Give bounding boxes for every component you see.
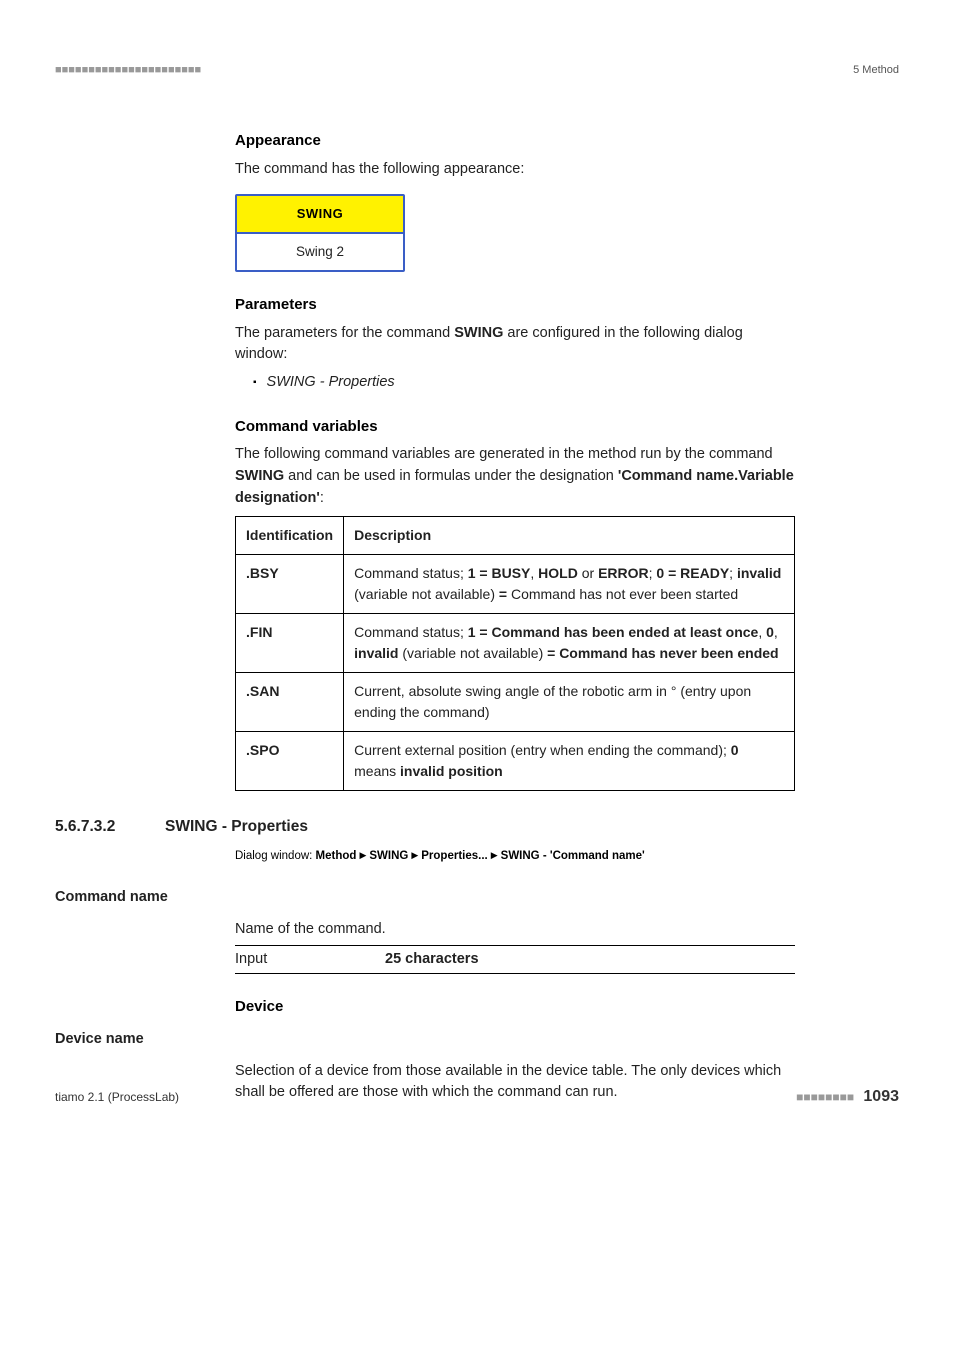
col-identification: Identification xyxy=(236,516,344,554)
input-value: 25 characters xyxy=(385,949,479,971)
dialog-p0: Method xyxy=(316,850,357,862)
page-footer: tiamo 2.1 (ProcessLab) ■■■■■■■■ 1093 xyxy=(55,1088,899,1106)
footer-left: tiamo 2.1 (ProcessLab) xyxy=(55,1090,179,1104)
input-label: Input xyxy=(235,949,385,971)
section-heading: 5.6.7.3.2 SWING - Properties xyxy=(55,815,795,838)
row-desc: Command status; 1 = Command has been end… xyxy=(344,613,795,672)
header-section: 5 Method xyxy=(853,64,899,76)
tri-icon: ▶ xyxy=(488,850,501,860)
dialog-p1: SWING xyxy=(369,850,408,862)
header-dashes-left: ■■■■■■■■■■■■■■■■■■■■■■ xyxy=(55,64,201,76)
tri-icon: ▶ xyxy=(356,850,369,860)
table-row: .SPO Current external position (entry wh… xyxy=(236,731,795,790)
cmdvars-table: Identification Description .BSY Command … xyxy=(235,516,795,791)
dialog-path: Dialog window: Method▶SWING▶Properties..… xyxy=(235,848,795,865)
swing-box-label: Swing 2 xyxy=(237,234,403,270)
parameters-text-a: The parameters for the command xyxy=(235,325,454,341)
table-row: .SAN Current, absolute swing angle of th… xyxy=(236,672,795,731)
table-header-row: Identification Description xyxy=(236,516,795,554)
section-number: 5.6.7.3.2 xyxy=(55,815,165,838)
page-number: 1093 xyxy=(863,1088,899,1105)
device-name-label: Device name xyxy=(55,1029,795,1051)
table-row: .BSY Command status; 1 = BUSY, HOLD or E… xyxy=(236,554,795,613)
cmdvars-intro: The following command variables are gene… xyxy=(235,444,795,509)
footer-dashes: ■■■■■■■■ xyxy=(796,1090,854,1104)
col-description: Description xyxy=(344,516,795,554)
row-id: .SPO xyxy=(236,731,344,790)
cmdvars-intro-a: The following command variables are gene… xyxy=(235,446,773,462)
row-id: .BSY xyxy=(236,554,344,613)
table-row: .FIN Command status; 1 = Command has bee… xyxy=(236,613,795,672)
dialog-p2: Properties... xyxy=(421,850,487,862)
row-id: .SAN xyxy=(236,672,344,731)
main-content: Appearance The command has the following… xyxy=(235,130,795,1104)
parameters-heading: Parameters xyxy=(235,294,795,317)
swing-command-box: SWING Swing 2 xyxy=(235,194,405,272)
cmdvars-intro-bold: SWING xyxy=(235,468,284,484)
parameters-text: The parameters for the command SWING are… xyxy=(235,323,795,367)
device-heading: Device xyxy=(235,996,795,1019)
tri-icon: ▶ xyxy=(408,850,421,860)
cmdvars-intro-b: and can be used in formulas under the de… xyxy=(284,468,618,484)
swing-box-title: SWING xyxy=(237,196,403,234)
input-row: Input 25 characters xyxy=(235,945,795,975)
dialog-prefix: Dialog window: xyxy=(235,850,316,862)
row-desc: Current, absolute swing angle of the rob… xyxy=(344,672,795,731)
row-id: .FIN xyxy=(236,613,344,672)
row-desc: Current external position (entry when en… xyxy=(344,731,795,790)
appearance-heading: Appearance xyxy=(235,130,795,153)
parameters-list: SWING - Properties xyxy=(235,372,795,394)
page-header: ■■■■■■■■■■■■■■■■■■■■■■ 5 Method xyxy=(55,64,899,76)
footer-right: ■■■■■■■■ 1093 xyxy=(796,1088,899,1106)
parameters-bullet: SWING - Properties xyxy=(253,372,795,394)
section-title: SWING - Properties xyxy=(165,815,308,838)
parameters-text-bold: SWING xyxy=(454,325,503,341)
row-desc: Command status; 1 = BUSY, HOLD or ERROR;… xyxy=(344,554,795,613)
cmdvars-heading: Command variables xyxy=(235,416,795,439)
dialog-p3: SWING - 'Command name' xyxy=(501,850,645,862)
appearance-text: The command has the following appearance… xyxy=(235,159,795,181)
command-name-text: Name of the command. xyxy=(235,919,795,941)
command-name-label: Command name xyxy=(55,887,795,909)
